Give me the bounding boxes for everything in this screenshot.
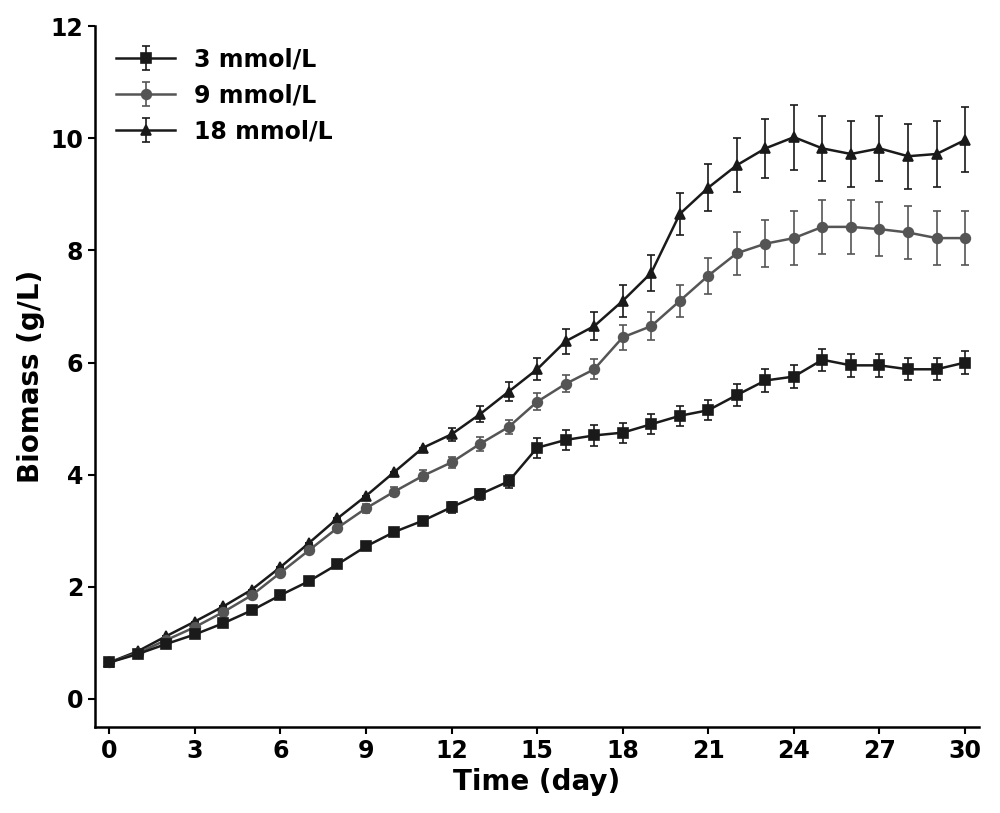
X-axis label: Time (day): Time (day) <box>453 768 621 796</box>
Legend: 3 mmol/L, 9 mmol/L, 18 mmol/L: 3 mmol/L, 9 mmol/L, 18 mmol/L <box>107 38 342 153</box>
Y-axis label: Biomass (g/L): Biomass (g/L) <box>17 270 45 483</box>
